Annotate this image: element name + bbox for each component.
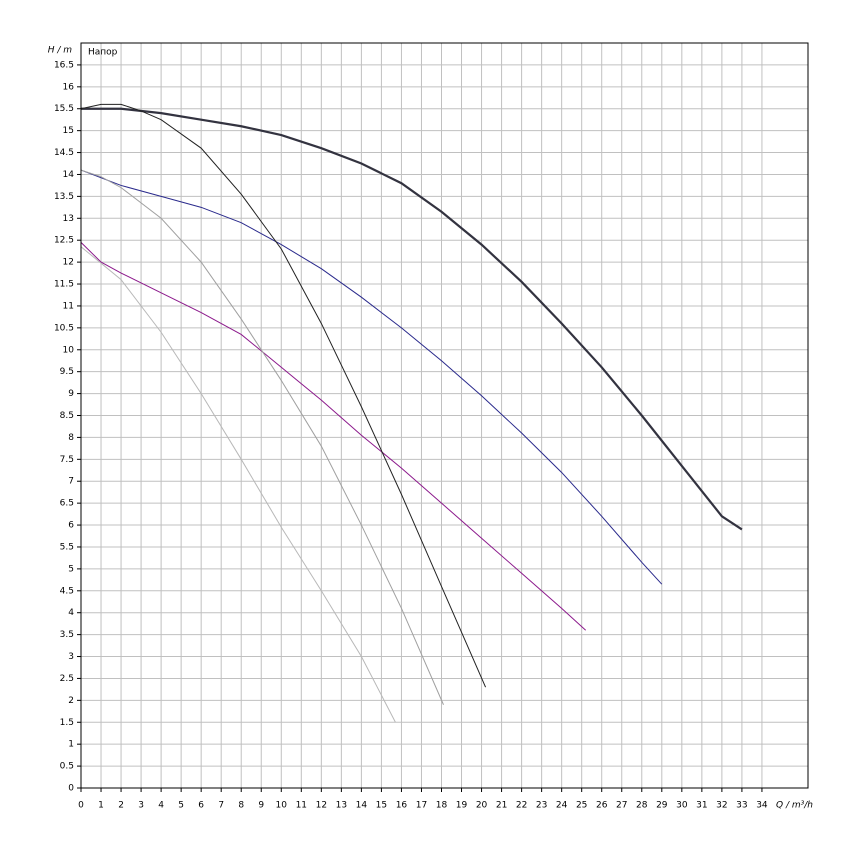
- x-tick-label: 18: [436, 801, 448, 811]
- x-tick-label: 34: [756, 801, 768, 811]
- y-tick-label: 3.5: [60, 630, 74, 640]
- y-tick-label: 4.5: [60, 586, 74, 596]
- y-tick-label: 10: [63, 345, 75, 355]
- curve: [81, 107, 743, 531]
- x-tick-label: 6: [198, 801, 204, 811]
- curve: [80, 242, 587, 631]
- x-tick-label: 12: [316, 801, 327, 811]
- y-tick-label: 3: [68, 652, 74, 662]
- x-tick-label: 7: [218, 801, 224, 811]
- x-tick-label: 24: [556, 801, 568, 811]
- y-tick-label: 14.5: [54, 148, 74, 158]
- x-tick-label: 32: [716, 801, 727, 811]
- annotation: Напор: [88, 48, 118, 58]
- x-tick-label: 16: [396, 801, 408, 811]
- y-tick-label: 5.5: [60, 542, 74, 552]
- y-tick-label: 16: [63, 82, 75, 92]
- x-tick-label: 19: [456, 801, 468, 811]
- y-tick-label: 13.5: [54, 192, 74, 202]
- curve: [80, 169, 444, 705]
- y-tick-label: 13: [63, 214, 74, 224]
- y-tick-label: 1: [68, 740, 74, 750]
- y-tick-label: 6: [68, 521, 74, 531]
- x-tick-label: 10: [276, 801, 288, 811]
- y-tick-label: 5: [68, 564, 74, 574]
- x-tick-label: 15: [376, 801, 387, 811]
- y-tick-label: 10.5: [54, 323, 74, 333]
- y-tick-label: 15.5: [54, 104, 74, 114]
- y-tick-label: 9.5: [60, 367, 74, 377]
- x-tick-label: 2: [118, 801, 124, 811]
- y-tick-label: 2.5: [60, 674, 74, 684]
- x-tick-label: 27: [616, 801, 627, 811]
- x-tick-label: 8: [238, 801, 244, 811]
- x-tick-label: 26: [596, 801, 608, 811]
- x-tick-label: 28: [636, 801, 648, 811]
- x-tick-label: 5: [178, 801, 184, 811]
- x-tick-label: 22: [516, 801, 527, 811]
- y-tick-label: 12: [63, 258, 74, 268]
- x-tick-label: 3: [138, 801, 144, 811]
- x-tick-label: 21: [496, 801, 507, 811]
- x-tick-label: 23: [536, 801, 547, 811]
- x-axis-label: Q / m³/h: [776, 801, 813, 811]
- y-tick-label: 11: [63, 301, 74, 311]
- y-tick-label: 12.5: [54, 236, 74, 246]
- x-tick-label: 31: [696, 801, 707, 811]
- x-tick-label: 4: [158, 801, 164, 811]
- x-tick-label: 11: [296, 801, 307, 811]
- y-tick-label: 14: [63, 170, 75, 180]
- x-tick-label: 14: [356, 801, 368, 811]
- y-tick-label: 7.5: [60, 455, 74, 465]
- x-tick-label: 1: [98, 801, 104, 811]
- curve: [80, 103, 487, 688]
- y-tick-label: 2: [68, 696, 74, 706]
- y-tick-label: 1.5: [60, 718, 74, 728]
- y-tick-label: 4: [68, 608, 74, 618]
- y-tick-label: 0: [68, 784, 74, 794]
- x-tick-label: 20: [476, 801, 488, 811]
- curve: [80, 246, 396, 723]
- y-tick-label: 11.5: [54, 280, 74, 290]
- x-tick-label: 33: [736, 801, 747, 811]
- x-tick-label: 30: [676, 801, 688, 811]
- y-tick-label: 16.5: [54, 60, 74, 70]
- y-tick-label: 8: [68, 433, 74, 443]
- x-tick-label: 17: [416, 801, 427, 811]
- x-tick-label: 0: [78, 801, 84, 811]
- curve: [80, 169, 663, 585]
- y-tick-label: 7: [68, 477, 74, 487]
- x-tick-label: 9: [258, 801, 264, 811]
- x-tick-label: 29: [656, 801, 668, 811]
- y-tick-label: 15: [63, 126, 74, 136]
- y-tick-label: 8.5: [60, 411, 74, 421]
- y-tick-label: 9: [68, 389, 74, 399]
- y-tick-label: 6.5: [60, 499, 74, 509]
- y-tick-label: 0.5: [60, 762, 74, 772]
- x-tick-label: 25: [576, 801, 587, 811]
- x-tick-label: 13: [336, 801, 347, 811]
- y-axis-label: H / m: [48, 46, 73, 56]
